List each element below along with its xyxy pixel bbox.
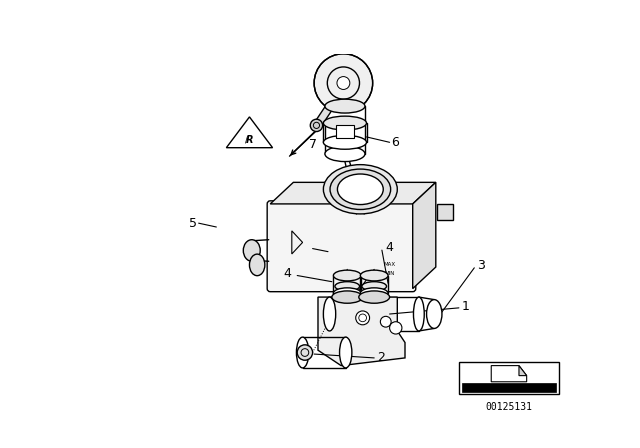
Ellipse shape	[330, 169, 390, 210]
Ellipse shape	[323, 135, 367, 149]
Text: 5: 5	[189, 217, 197, 230]
Text: 3: 3	[477, 259, 485, 272]
Ellipse shape	[323, 116, 367, 130]
Ellipse shape	[333, 270, 361, 281]
Polygon shape	[270, 182, 436, 204]
Ellipse shape	[360, 270, 388, 281]
Ellipse shape	[332, 291, 363, 303]
Ellipse shape	[427, 300, 442, 328]
Text: /: /	[245, 135, 248, 145]
Ellipse shape	[362, 282, 387, 291]
Polygon shape	[492, 366, 527, 382]
Text: 7: 7	[308, 138, 317, 151]
Ellipse shape	[337, 174, 383, 205]
Circle shape	[337, 77, 350, 90]
Ellipse shape	[359, 291, 390, 303]
Polygon shape	[413, 182, 436, 289]
Bar	[437, 204, 452, 220]
Ellipse shape	[243, 240, 260, 261]
Circle shape	[310, 119, 323, 132]
Text: 2: 2	[378, 351, 385, 364]
Text: R: R	[246, 135, 253, 145]
Circle shape	[380, 316, 391, 327]
Bar	[336, 125, 354, 138]
Text: MIN: MIN	[385, 271, 395, 276]
FancyBboxPatch shape	[267, 201, 416, 292]
Ellipse shape	[335, 282, 360, 291]
Circle shape	[356, 311, 369, 325]
Ellipse shape	[325, 146, 365, 162]
Ellipse shape	[296, 337, 308, 368]
Ellipse shape	[360, 288, 388, 299]
Ellipse shape	[333, 288, 361, 299]
Bar	[462, 383, 556, 392]
Ellipse shape	[413, 297, 424, 331]
Circle shape	[314, 54, 372, 112]
Text: 4: 4	[385, 241, 393, 254]
Ellipse shape	[250, 254, 265, 276]
Text: 1: 1	[461, 300, 469, 313]
Polygon shape	[519, 366, 527, 375]
Bar	[459, 362, 559, 394]
Text: 6: 6	[391, 136, 399, 149]
Polygon shape	[314, 104, 333, 128]
Circle shape	[390, 322, 402, 334]
Text: MAX: MAX	[383, 263, 396, 267]
Ellipse shape	[325, 99, 365, 113]
Polygon shape	[318, 297, 405, 366]
Text: 4: 4	[283, 267, 291, 280]
Ellipse shape	[323, 297, 336, 331]
Ellipse shape	[340, 337, 352, 368]
Text: 00125131: 00125131	[486, 402, 532, 412]
Circle shape	[297, 345, 312, 360]
Ellipse shape	[323, 165, 397, 214]
